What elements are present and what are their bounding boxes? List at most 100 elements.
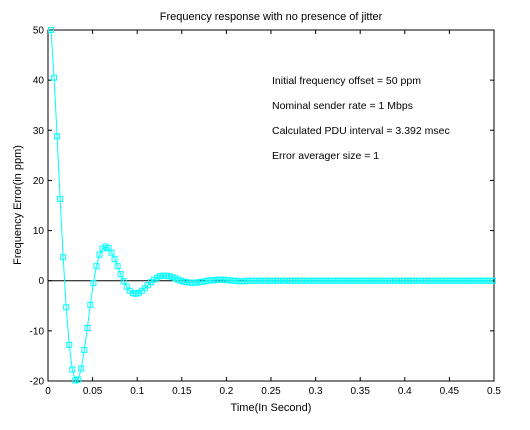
data-point	[184, 279, 191, 286]
data-point	[471, 277, 478, 284]
y-tick-label: -10	[30, 326, 45, 337]
data-point	[392, 277, 399, 284]
data-point	[187, 279, 194, 286]
data-point	[196, 279, 203, 286]
y-tick-label: 40	[33, 76, 45, 87]
y-tick-label: -20	[30, 377, 45, 388]
data-point	[459, 277, 466, 284]
data-point	[241, 278, 248, 285]
annotation-pdu-interval: Calculated PDU interval = 3.392 msec	[272, 125, 450, 137]
data-point	[302, 277, 309, 284]
data-point	[323, 277, 330, 284]
data-point	[93, 263, 100, 270]
data-point	[153, 274, 160, 281]
data-point	[368, 277, 375, 284]
data-point	[235, 278, 242, 285]
data-point	[287, 277, 293, 284]
y-tick-label: 0	[38, 276, 44, 287]
series-frequency-error	[48, 27, 496, 384]
data-point	[371, 277, 378, 284]
data-point	[63, 304, 70, 311]
data-point	[435, 277, 442, 284]
data-point	[450, 277, 457, 284]
data-point	[311, 277, 318, 284]
data-point	[383, 277, 390, 284]
annotation-frequency-offset: Initial frequency offset = 50 ppm	[272, 75, 421, 87]
data-point	[265, 277, 272, 284]
annotation-sender-rate: Nominal sender rate = 1 Mbps	[272, 100, 413, 112]
data-point	[114, 263, 121, 270]
data-point	[277, 277, 284, 284]
data-point	[87, 301, 94, 308]
data-point	[90, 280, 97, 287]
x-tick-label: 0.3	[309, 386, 323, 397]
data-point	[81, 346, 88, 353]
data-point	[362, 277, 369, 284]
data-point	[305, 277, 312, 284]
data-point	[208, 277, 215, 284]
data-point	[474, 277, 481, 284]
data-point	[486, 277, 493, 284]
data-point	[66, 341, 73, 348]
data-point	[75, 376, 82, 383]
data-point	[144, 282, 151, 289]
data-point	[78, 365, 85, 372]
data-point	[262, 277, 269, 284]
data-point	[190, 279, 197, 286]
data-point	[438, 277, 445, 284]
data-point	[268, 277, 275, 284]
data-point	[256, 277, 263, 284]
data-point	[420, 277, 427, 284]
data-point	[377, 277, 384, 284]
data-point	[444, 277, 451, 284]
data-point	[253, 277, 260, 284]
y-axis: -20 -10 0 10 20 30 40 50	[30, 26, 494, 388]
x-axis-label: Time(In Second)	[231, 402, 312, 414]
data-point	[293, 277, 300, 284]
data-point	[338, 277, 345, 284]
data-point	[398, 277, 405, 284]
data-point	[250, 277, 257, 284]
data-point	[359, 277, 366, 284]
x-tick-label: 0.05	[83, 386, 103, 397]
data-point	[111, 256, 118, 263]
y-tick-label: 10	[33, 226, 45, 237]
data-point	[220, 276, 227, 283]
data-point	[405, 277, 412, 284]
data-point	[123, 283, 130, 290]
data-point	[229, 277, 236, 284]
data-point	[380, 277, 387, 284]
data-point	[96, 251, 103, 258]
data-point	[350, 277, 357, 284]
data-point	[202, 278, 209, 285]
data-point	[163, 272, 170, 279]
data-point	[489, 277, 496, 284]
x-tick-label: 0.1	[130, 386, 144, 397]
data-point	[214, 276, 221, 283]
data-point	[54, 133, 61, 140]
data-point	[117, 271, 124, 278]
data-point	[389, 277, 396, 284]
data-point	[274, 277, 281, 284]
data-point	[483, 277, 490, 284]
data-point	[244, 277, 251, 284]
data-point	[169, 274, 176, 281]
data-point	[441, 277, 448, 284]
data-point	[166, 273, 173, 280]
data-point	[102, 243, 109, 250]
data-point	[308, 277, 315, 284]
data-point	[453, 277, 460, 284]
data-point	[329, 277, 336, 284]
data-point	[326, 277, 333, 284]
data-point	[181, 278, 188, 285]
data-point	[426, 277, 433, 284]
data-point	[356, 277, 363, 284]
x-tick-label: 0	[45, 386, 51, 397]
annotation-averager-size: Error averager size = 1	[272, 150, 379, 162]
x-tick-label: 0.35	[350, 386, 370, 397]
data-point	[341, 277, 348, 284]
data-point	[401, 277, 408, 284]
annotation-block: Initial frequency offset = 50 ppm Nomina…	[272, 75, 450, 162]
data-point	[281, 277, 288, 284]
